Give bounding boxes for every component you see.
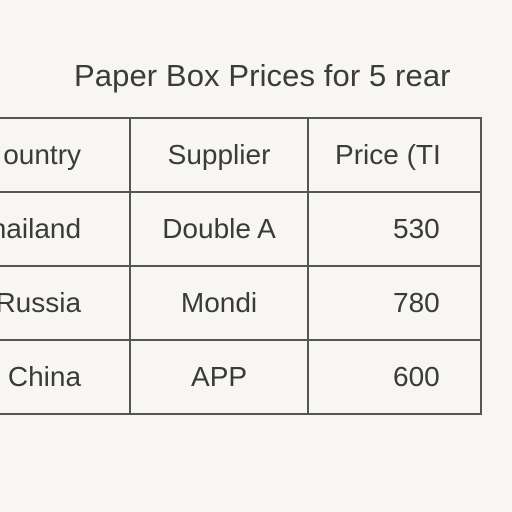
supplier-cell: Double A [129,191,310,267]
price-cell: 780 [307,265,482,341]
country-cell: China [0,339,132,415]
price-table: ountry Supplier Price (TI hailand Double… [0,117,482,415]
table-title: Paper Box Prices for 5 rear [74,58,451,93]
supplier-cell: Mondi [129,265,310,341]
table-header-row: ountry Supplier Price (TI [0,117,482,193]
price-cell: 530 [307,191,482,267]
header-price: Price (TI [307,117,482,193]
table-row: China APP 600 [0,339,482,415]
country-cell: Russia [0,265,132,341]
header-supplier: Supplier [129,117,310,193]
country-cell: hailand [0,191,132,267]
table-row: Russia Mondi 780 [0,265,482,341]
table-row: hailand Double A 530 [0,191,482,267]
supplier-cell: APP [129,339,310,415]
header-country: ountry [0,117,132,193]
price-cell: 600 [307,339,482,415]
